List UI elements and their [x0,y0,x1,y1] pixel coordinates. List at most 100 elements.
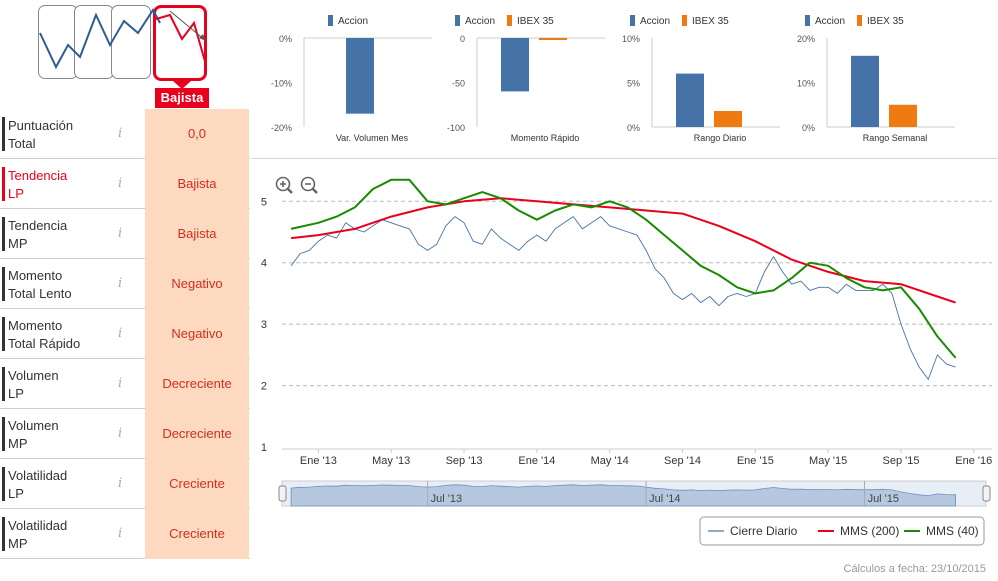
legend-label: MMS (200) [840,524,899,538]
indicator-row[interactable]: Volatilidad MP i Creciente [0,509,250,559]
mini-legend: Accion IBEX 35 [630,15,741,27]
navigator-handle-right[interactable] [982,485,991,502]
info-icon[interactable]: i [118,226,123,241]
mini-chart: Accion IBEX 35 20% 10% 0% Rango Semanal [785,8,963,148]
tick-label: 5% [627,79,640,89]
indicator-value: Creciente [145,509,249,559]
indicator-label: Momento Total Lento [8,268,72,301]
y-tick-label: 3 [261,319,267,331]
mini-chart-title: Var. Volumen Mes [336,133,409,143]
navigator-label: Jul '14 [649,493,680,505]
mini-chart-title: Momento Rápido [511,133,580,143]
indicator-label: Puntuación Total [8,118,74,151]
tick-label: 0% [627,123,640,133]
mini-legend: Accion IBEX 35 [805,15,916,27]
x-tick-label: Ene '16 [955,455,992,467]
indicator-label: Volumen MP [8,418,59,451]
mini-bar-svg: 20% 10% 0% Rango Semanal [797,34,955,143]
legend-swatch [507,15,513,26]
mini-chart-title: Rango Diario [694,133,747,143]
series-mms-200 [290,197,956,304]
tick-label: -50 [452,79,465,89]
tick-label: 0% [802,123,815,133]
indicator-row[interactable]: Tendencia LP i Bajista [0,159,250,209]
legend-item[interactable]: Accion [805,15,846,27]
legend-item[interactable]: Cierre Diario [708,524,798,538]
indicator-row[interactable]: Volumen MP i Decreciente [0,409,250,459]
indicator-row[interactable]: Tendencia MP i Bajista [0,209,250,259]
indicator-label: Volumen LP [8,368,59,401]
tick-label: -20% [271,123,292,133]
legend-label: Accion [338,16,369,27]
chart-legend: Cierre Diario MMS (200) MMS (40) [699,516,985,546]
indicator-value: Bajista [145,159,249,209]
series-cierre-diario [290,216,956,380]
legend-swatch [328,15,333,26]
indicator-value: Negativo [145,259,249,309]
trend-selector: Bajista [38,5,210,108]
indicator-value: Creciente [145,459,249,509]
info-icon[interactable]: i [118,426,123,441]
indicator-row[interactable]: Volatilidad LP i Creciente [0,459,250,509]
zoom-out-icon[interactable] [300,176,318,194]
price-chart-svg: 5 4 3 2 1 Ene '13 May '13 Sep '13 Ene '14 May '14… [261,176,992,546]
zoom-in-icon[interactable] [275,176,293,194]
legend-item[interactable]: IBEX 35 [507,15,554,27]
tick-label: -100 [447,123,465,133]
mini-chart: Accion 0% -10% -20% Var. Volumen Mes [262,8,440,148]
indicator-value: Bajista [145,209,249,259]
trend-zigzag-icon [39,8,207,70]
navigator-label: Jul '15 [868,493,899,505]
tick-label: 20% [797,34,815,44]
series-mms-40 [290,178,957,359]
legend-item[interactable]: Accion [455,15,496,27]
legend-swatch [682,15,688,26]
info-icon[interactable]: i [118,176,123,191]
bar [539,38,567,40]
info-icon[interactable]: i [118,376,123,391]
navigator-label: Jul '13 [431,493,462,505]
indicator-row[interactable]: Puntuación Total i 0,0 [0,109,250,159]
y-tick-label: 2 [261,381,267,393]
indicator-row[interactable]: Momento Total Lento i Negativo [0,259,250,309]
x-tick-label: May '13 [372,455,410,467]
indicator-row[interactable]: Volumen LP i Decreciente [0,359,250,409]
info-icon[interactable]: i [118,276,123,291]
info-icon[interactable]: i [118,326,123,341]
trend-option-lateral[interactable] [74,5,114,79]
navigator-series [290,484,956,507]
tick-label: 0% [279,34,292,44]
indicator-row[interactable]: Momento Total Rápido i Negativo [0,309,250,359]
tick-label: 0 [460,34,465,44]
bar [714,110,742,127]
navigator-handle-left[interactable] [278,485,287,502]
legend-item[interactable]: Accion [328,15,369,27]
legend-item[interactable]: Accion [630,15,670,27]
legend-label: Accion [465,16,496,27]
indicator-value: Decreciente [145,359,249,409]
legend-item[interactable]: MMS (200) [818,524,899,538]
mini-chart-title: Rango Semanal [863,133,928,143]
legend-item[interactable]: IBEX 35 [682,15,729,27]
legend-swatch [857,15,863,26]
legend-swatch [805,15,810,26]
y-tick-label: 1 [261,442,267,454]
y-tick-label: 5 [261,196,267,208]
trend-selected-label: Bajista [155,88,209,108]
legend-item[interactable]: MMS (40) [904,524,979,538]
mini-legend: Accion [328,15,380,27]
legend-item[interactable]: IBEX 35 [857,15,904,27]
tick-label: -10% [271,79,292,89]
mini-bar-svg: 0% -10% -20% Var. Volumen Mes [271,34,432,143]
info-icon[interactable]: i [118,526,123,541]
x-tick-label: May '15 [809,455,847,467]
legend-label: Accion [815,16,846,27]
legend-label: Cierre Diario [730,524,798,538]
legend-label: IBEX 35 [517,16,554,27]
info-icon[interactable]: i [118,476,123,491]
indicator-label: Volatilidad LP [8,468,68,501]
info-icon[interactable]: i [118,126,123,141]
indicator-table: Puntuación Total i 0,0 Tendencia LP i Bajista… [0,109,250,559]
selected-arrow-icon [173,81,191,89]
indicator-value: Decreciente [145,409,249,459]
